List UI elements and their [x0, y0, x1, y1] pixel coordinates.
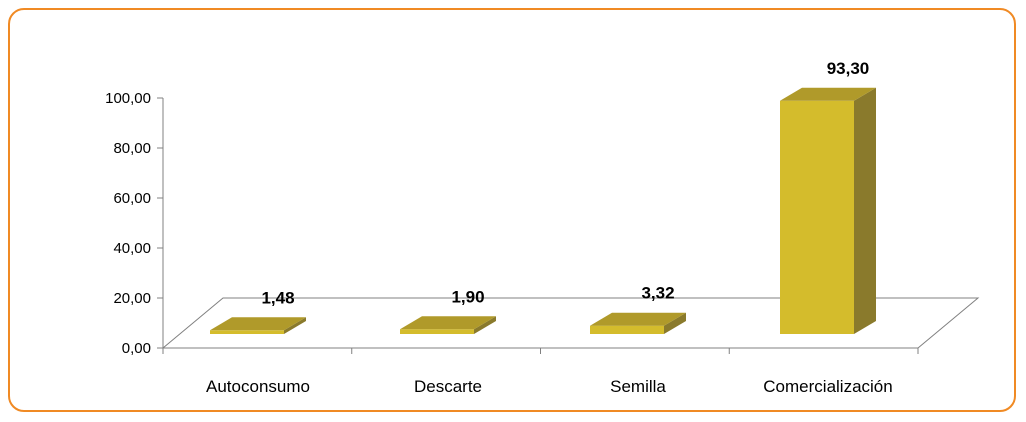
y-tick-label: 20,00	[113, 290, 151, 307]
bar-side	[474, 316, 496, 334]
bar-top	[210, 317, 306, 331]
bar-front	[400, 329, 474, 334]
y-axis: 0,00 20,00 40,00 60,00 80,00 100,00	[105, 90, 919, 357]
bar-autoconsumo	[210, 317, 306, 334]
category-label: Descarte	[414, 377, 482, 396]
bar-semilla	[590, 312, 686, 334]
y-tick-label: 0,00	[122, 340, 151, 357]
data-label: 1,90	[451, 287, 484, 306]
bar-front	[590, 325, 664, 334]
y-tick-label: 60,00	[113, 190, 151, 207]
data-label: 1,48	[261, 288, 294, 307]
data-label: 93,30	[827, 59, 870, 78]
bars	[210, 87, 876, 334]
chart-floor	[161, 297, 980, 349]
bar-top	[400, 316, 496, 330]
bar-front	[780, 100, 854, 334]
bar-side	[284, 317, 306, 334]
y-tick-label: 100,00	[105, 90, 151, 107]
category-label: Semilla	[610, 377, 666, 396]
y-tick-label: 80,00	[113, 140, 151, 157]
labels: 1,48 Autoconsumo 1,90 Descarte 3,32 Semilla 93…	[206, 59, 893, 396]
category-label: Comercialización	[763, 377, 892, 396]
bar-side	[854, 87, 876, 334]
category-label: Autoconsumo	[206, 377, 310, 396]
bar-side	[664, 312, 686, 334]
y-tick-label: 40,00	[113, 240, 151, 257]
bar-top	[590, 312, 686, 326]
bar-comercializacin	[780, 87, 876, 334]
bar-descarte	[400, 316, 496, 334]
floor-plane	[161, 297, 980, 349]
bar-front	[210, 330, 284, 334]
bar-top	[780, 87, 876, 101]
data-label: 3,32	[641, 284, 674, 303]
